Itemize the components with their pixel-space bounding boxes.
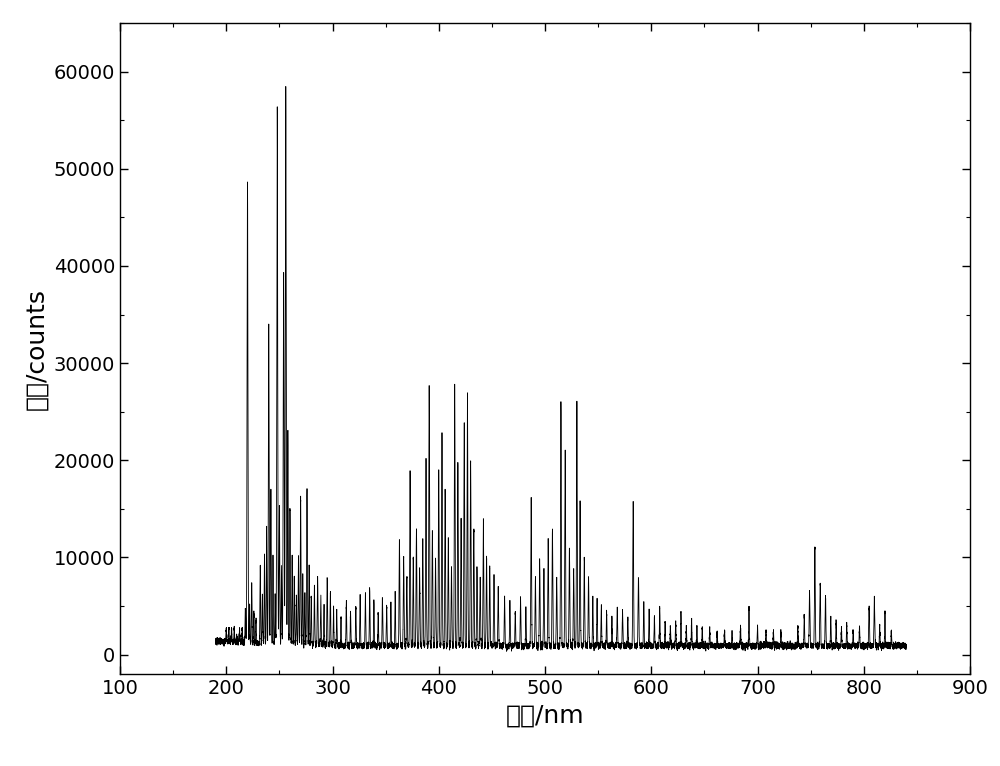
X-axis label: 波长/nm: 波长/nm <box>506 703 584 728</box>
Y-axis label: 强度/counts: 强度/counts <box>24 287 48 410</box>
